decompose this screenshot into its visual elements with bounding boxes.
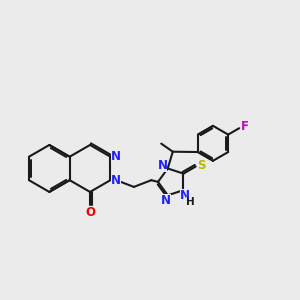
Text: N: N (111, 150, 121, 163)
Text: H: H (186, 197, 195, 207)
Text: S: S (197, 159, 206, 172)
Text: N: N (111, 174, 121, 187)
Text: N: N (161, 194, 171, 208)
Text: N: N (179, 189, 190, 203)
Text: F: F (241, 120, 249, 134)
Text: O: O (85, 206, 95, 219)
Text: N: N (158, 159, 167, 172)
